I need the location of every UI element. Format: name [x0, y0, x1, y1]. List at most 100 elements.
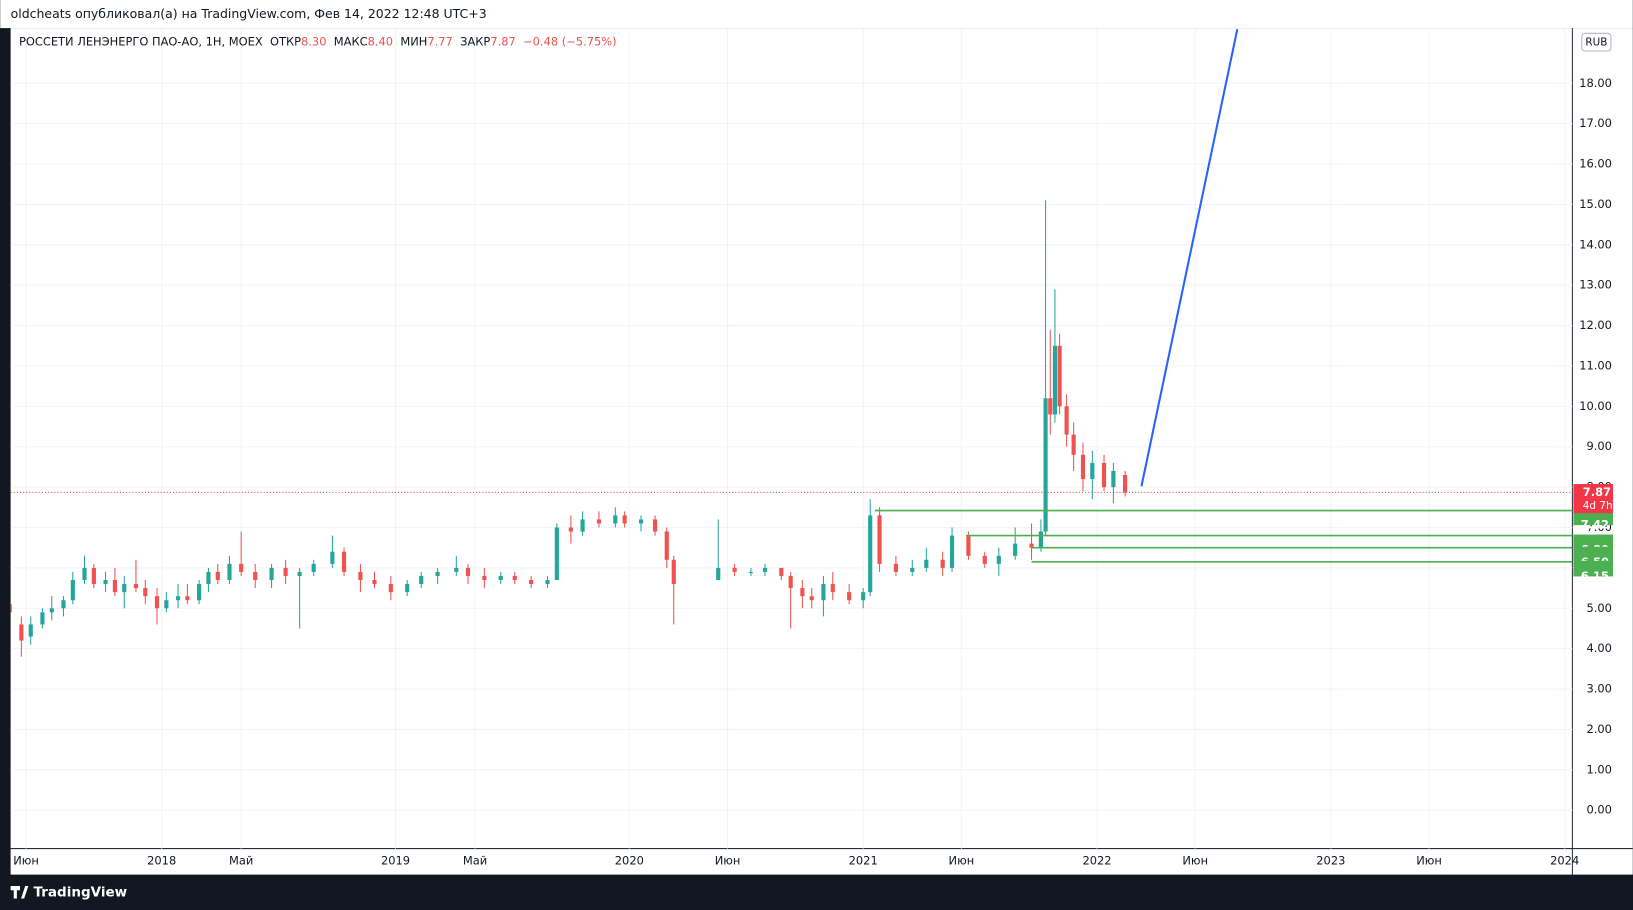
- legend-title: РОССЕТИ ЛЕНЭНЕРГО ПАО-АО, 1Н, MOEX: [19, 34, 263, 48]
- x-tick-label: 2023: [1316, 854, 1345, 868]
- candle-body: [185, 596, 190, 601]
- y-tick-label: 18.00: [1579, 76, 1612, 90]
- candle-body: [762, 567, 768, 572]
- candle-body: [748, 571, 754, 573]
- header-bar: [0, 0, 1633, 29]
- candle-body: [1111, 470, 1116, 488]
- x-tick-label: 2022: [1082, 854, 1111, 868]
- candle-body: [498, 575, 503, 581]
- legend: РОССЕТИ ЛЕНЭНЕРГО ПАО-АО, 1Н, MOEX ОТКР 8.…: [19, 34, 617, 48]
- level-label: 6.15: [1581, 569, 1609, 583]
- candle-body: [1013, 543, 1018, 556]
- legend-value: 7.77: [427, 34, 452, 48]
- y-tick-label: 15.00: [1579, 197, 1612, 211]
- candle-body: [40, 612, 45, 625]
- candle-body: [861, 592, 866, 601]
- candle-body: [61, 600, 66, 609]
- candle-body: [311, 563, 316, 572]
- trend-line: [1140, 29, 1239, 487]
- candle-body: [732, 567, 737, 572]
- level-label-box: [1573, 509, 1614, 526]
- candle-body: [388, 584, 393, 593]
- x-tick-label: 2018: [147, 854, 176, 868]
- candle-body: [143, 588, 148, 597]
- candle-body: [800, 588, 805, 597]
- candle-body: [49, 608, 54, 613]
- candle-body: [206, 571, 211, 585]
- candle-body: [924, 559, 929, 568]
- y-tick-label: 12.00: [1579, 318, 1612, 332]
- plot-background: [10, 28, 1633, 875]
- countdown: 4d 7h: [1583, 500, 1613, 512]
- header: oldcheats опубликовал(а) на TradingView.…: [11, 6, 487, 21]
- candle-body: [554, 527, 559, 581]
- candle-body: [465, 567, 471, 576]
- candle-body: [982, 555, 987, 564]
- legend-label: ОТКР: [270, 34, 301, 48]
- candle-body: [283, 567, 288, 576]
- candle-body: [103, 580, 108, 585]
- legend-change: −0.48 (−5.75%): [523, 34, 617, 48]
- candle-body: [1029, 543, 1034, 548]
- candle-body: [10, 604, 12, 613]
- candle-body: [419, 575, 424, 585]
- candle-body: [341, 551, 347, 572]
- y-tick-label: 2.00: [1587, 722, 1612, 736]
- x-tick-label: Июн: [715, 854, 741, 868]
- candle-body: [239, 563, 244, 572]
- candle-body: [996, 555, 1001, 564]
- legend-value: 8.40: [368, 34, 393, 48]
- candle-body: [297, 571, 302, 576]
- candle-body: [893, 563, 899, 572]
- last-price-box: [1573, 484, 1614, 514]
- candle-body: [435, 571, 440, 576]
- x-tick-label: 2019: [381, 854, 410, 868]
- y-tick-label: 1.00: [1587, 762, 1612, 776]
- logo-icon: [10, 886, 29, 899]
- candle-body: [545, 580, 550, 585]
- candle-body: [215, 571, 220, 581]
- footer-logo: TradingView: [34, 884, 128, 900]
- y-tick-label: 13.00: [1579, 278, 1612, 292]
- candle-body: [1080, 454, 1086, 480]
- candle-body: [1090, 462, 1095, 480]
- x-tick-label: Июн: [949, 854, 975, 868]
- candle-body: [910, 567, 915, 572]
- currency-label: RUB: [1585, 37, 1607, 49]
- candle-body: [966, 535, 971, 556]
- candle-body: [330, 551, 335, 564]
- candle-body: [358, 571, 363, 581]
- candle-body: [1038, 531, 1043, 548]
- y-tick-label: 14.00: [1579, 237, 1612, 251]
- candle-body: [154, 596, 160, 609]
- x-tick-label: 2020: [615, 854, 644, 868]
- y-tick-label: 9.00: [1587, 439, 1612, 453]
- candle-body: [596, 519, 602, 524]
- candle-body: [372, 580, 377, 585]
- candle-body: [164, 600, 169, 609]
- candle-body: [529, 580, 534, 585]
- x-tick-label: Май: [229, 854, 253, 868]
- legend-label: МИН: [400, 34, 427, 48]
- candle-body: [269, 567, 274, 581]
- candle-body: [70, 580, 75, 601]
- candle-body: [877, 515, 882, 564]
- candle-body: [613, 515, 618, 524]
- candle-body: [788, 575, 793, 589]
- y-tick-label: 11.00: [1579, 358, 1612, 372]
- candle-body: [512, 575, 517, 581]
- candle-body: [91, 567, 96, 585]
- candle-body: [1101, 462, 1107, 488]
- candle-body: [1052, 345, 1058, 415]
- candle-body: [622, 515, 627, 524]
- candle-body: [253, 571, 258, 581]
- y-tick-label: 0.00: [1587, 803, 1612, 817]
- candle-body: [847, 592, 852, 601]
- candle-body: [830, 584, 835, 593]
- logo: TradingView: [10, 884, 128, 900]
- candle-body: [454, 567, 459, 572]
- candle-body: [716, 567, 721, 581]
- candle-body: [664, 531, 669, 560]
- candle-body: [1122, 475, 1128, 493]
